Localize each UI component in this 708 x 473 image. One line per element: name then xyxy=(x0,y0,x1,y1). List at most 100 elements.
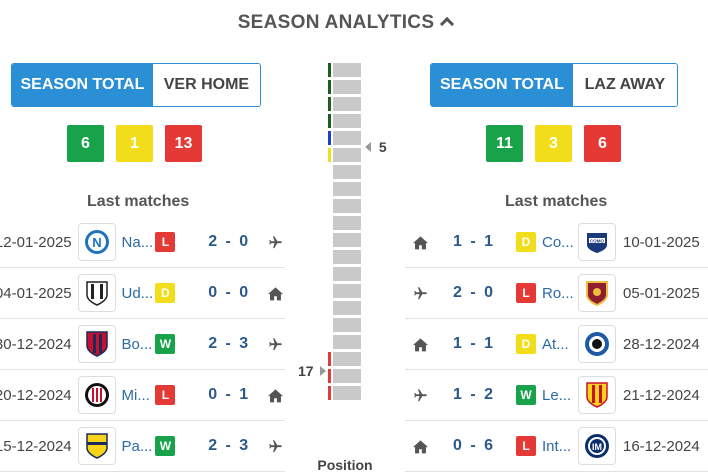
home-draws-count: 1 xyxy=(116,125,153,162)
match-date: 10-01-2025 xyxy=(623,233,700,251)
away-match-row[interactable]: 0 - 6 L Int... IM 16-12-2024 xyxy=(405,421,708,472)
position-cell xyxy=(333,216,361,230)
result-badge: D xyxy=(516,232,536,252)
result-badge: L xyxy=(516,436,536,456)
home-icon xyxy=(410,437,430,455)
match-score: 0 - 0 xyxy=(208,284,249,301)
triangle-left-icon xyxy=(365,142,371,152)
position-cell xyxy=(333,284,361,298)
zone-marker xyxy=(328,97,331,111)
position-cell xyxy=(328,369,361,383)
away-match-row[interactable]: 1 - 1 D At... 28-12-2024 xyxy=(405,319,708,370)
away-wins-count: 11 xyxy=(486,125,523,162)
home-icon xyxy=(265,284,285,302)
position-cell xyxy=(333,301,361,315)
result-badge: L xyxy=(155,232,176,252)
away-match-row[interactable]: 1 - 2 W Le... 21-12-2024 xyxy=(405,370,708,421)
team-name[interactable]: Ro... xyxy=(542,284,574,302)
zone-marker xyxy=(328,352,331,366)
zone-marker xyxy=(328,386,331,400)
roma-crest-icon xyxy=(578,274,616,312)
home-record-counts: 6 1 13 xyxy=(67,125,202,162)
team-name[interactable]: At... xyxy=(542,335,569,353)
position-cell xyxy=(333,318,361,332)
match-date: 21-12-2024 xyxy=(623,386,700,404)
home-icon xyxy=(410,335,430,353)
napoli-crest-icon: N xyxy=(77,223,116,261)
match-date: 20-12-2024 xyxy=(0,386,72,404)
match-date: 16-12-2024 xyxy=(623,437,700,455)
result-badge: D xyxy=(155,283,176,303)
result-badge: L xyxy=(516,283,536,303)
match-score: 0 - 6 xyxy=(452,437,493,454)
position-cell xyxy=(328,352,361,366)
position-cell xyxy=(333,250,361,264)
parma-crest-icon xyxy=(77,427,116,465)
away-match-row[interactable]: 1 - 1 D Co... COMO 10-01-2025 xyxy=(405,217,708,268)
position-cell xyxy=(328,131,361,145)
season-analytics-header[interactable]: SEASON ANALYTICS xyxy=(0,12,690,34)
plane-icon xyxy=(265,233,285,251)
home-match-row[interactable]: 12-01-2025 N Na... L 2 - 0 xyxy=(0,217,285,268)
plane-icon xyxy=(265,437,285,455)
lecce-crest-icon xyxy=(578,376,616,414)
home-tab-ver-home[interactable]: VER HOME xyxy=(152,64,260,106)
home-match-row[interactable]: 20-12-2024 Mi... L 0 - 1 xyxy=(0,370,285,421)
team-name[interactable]: Bo... xyxy=(121,335,153,353)
team-name[interactable]: Le... xyxy=(542,386,572,404)
position-cell xyxy=(333,182,361,196)
plane-icon xyxy=(410,284,430,302)
result-badge: W xyxy=(155,436,176,456)
match-score: 2 - 0 xyxy=(208,233,249,250)
match-score: 0 - 1 xyxy=(208,386,249,403)
match-score: 2 - 0 xyxy=(452,284,493,301)
position-caption: Position xyxy=(317,457,373,473)
away-losses-count: 6 xyxy=(584,125,621,162)
home-tab-season-total[interactable]: SEASON TOTAL xyxy=(12,64,153,106)
team-name[interactable]: Co... xyxy=(542,233,574,251)
home-position-value: 17 xyxy=(298,363,314,379)
match-score: 1 - 1 xyxy=(452,233,493,250)
home-position-indicator: 17 xyxy=(298,363,327,379)
team-name[interactable]: Int... xyxy=(542,437,572,455)
home-icon xyxy=(410,233,430,251)
svg-text:N: N xyxy=(92,235,101,250)
result-badge: L xyxy=(155,385,176,405)
away-tab-laz-away[interactable]: LAZ AWAY xyxy=(572,64,677,106)
como-crest-icon: COMO xyxy=(578,223,616,261)
team-name[interactable]: Mi... xyxy=(121,386,150,404)
team-name[interactable]: Pa... xyxy=(121,437,153,455)
home-match-row[interactable]: 04-01-2025 Ud... D 0 - 0 xyxy=(0,268,285,319)
away-last-matches-title: Last matches xyxy=(505,193,608,210)
away-view-toggle: SEASON TOTAL LAZ AWAY xyxy=(430,63,678,107)
zone-marker xyxy=(328,148,331,162)
home-wins-count: 6 xyxy=(67,125,104,162)
home-match-row[interactable]: 15-12-2024 Pa... W 2 - 3 xyxy=(0,421,285,472)
position-cell xyxy=(333,267,361,281)
home-losses-count: 13 xyxy=(165,125,202,162)
team-name[interactable]: Na... xyxy=(121,233,154,251)
away-draws-count: 3 xyxy=(535,125,572,162)
svg-text:COMO: COMO xyxy=(590,239,604,244)
away-position-indicator: 5 xyxy=(365,139,387,155)
team-name[interactable]: Ud... xyxy=(121,284,154,302)
atalanta-crest-icon xyxy=(578,325,616,363)
league-position-bar xyxy=(328,63,361,403)
match-date: 15-12-2024 xyxy=(0,437,72,455)
plane-icon xyxy=(410,386,430,404)
position-cell xyxy=(333,233,361,247)
zone-marker xyxy=(328,114,331,128)
zone-marker xyxy=(328,369,331,383)
position-cell xyxy=(328,63,361,77)
match-date: 12-01-2025 xyxy=(0,233,72,251)
triangle-right-icon xyxy=(320,366,327,376)
away-match-row[interactable]: 2 - 0 L Ro... 05-01-2025 xyxy=(405,268,708,319)
away-tab-season-total[interactable]: SEASON TOTAL xyxy=(431,64,573,106)
chevron-up-icon xyxy=(440,16,455,32)
position-cell xyxy=(328,97,361,111)
zone-marker xyxy=(328,63,331,77)
result-badge: W xyxy=(155,334,176,354)
home-match-row[interactable]: 30-12-2024 Bo... W 2 - 3 xyxy=(0,319,285,370)
bologna-crest-icon xyxy=(77,325,116,363)
plane-icon xyxy=(265,335,285,353)
